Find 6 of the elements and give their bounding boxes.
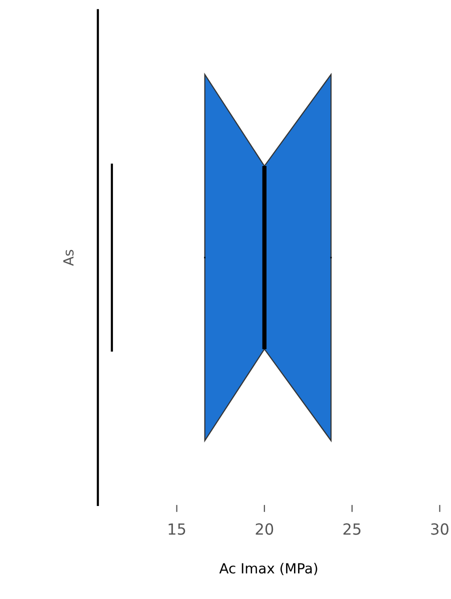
x-tick-label: 20 — [256, 523, 274, 535]
x-tick-label: 30 — [431, 523, 448, 535]
x-tick-label: 25 — [343, 523, 360, 535]
x-tick-label: 15 — [168, 523, 186, 535]
y-axis-title: As — [63, 250, 74, 266]
x-axis-title: Ac Imax (MPa) — [219, 562, 318, 576]
